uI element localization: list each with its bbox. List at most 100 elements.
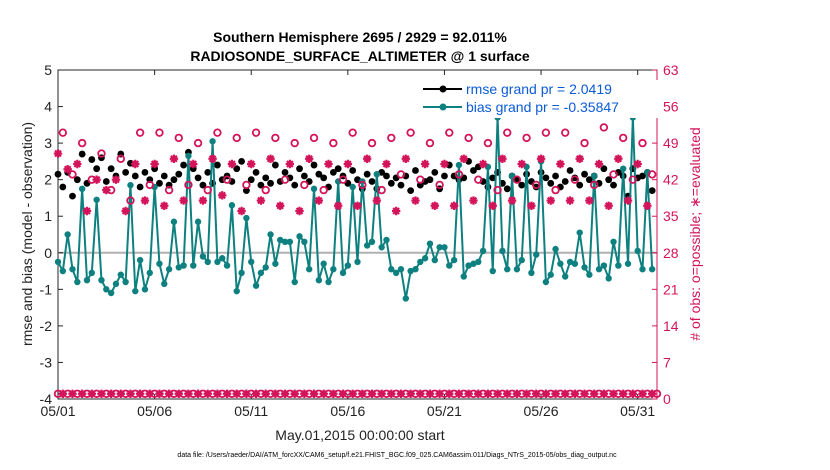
bias-point — [407, 267, 414, 275]
rmse-point — [296, 165, 303, 173]
evaluated_low-point — [387, 389, 396, 398]
bias-point — [83, 276, 91, 284]
evaluated_low-point — [358, 389, 367, 398]
bias-point — [595, 266, 603, 273]
bias-point — [107, 289, 115, 297]
evaluated-point — [420, 159, 430, 169]
evaluated_low-point — [58, 389, 68, 398]
evaluated_low-point — [203, 389, 212, 398]
evaluated_low-point — [551, 389, 560, 398]
evaluated-point — [131, 159, 140, 169]
evaluated-point — [53, 149, 63, 158]
possible-point — [425, 138, 435, 148]
evaluated_low-point — [445, 389, 454, 398]
rmse-point — [180, 161, 187, 169]
possible-point — [618, 133, 628, 143]
evaluated_low-point — [68, 389, 77, 398]
evaluated_low-point — [416, 389, 425, 398]
rmse-point — [639, 172, 646, 180]
legend: rmse grand pr = 2.0419 bias grand pr = -… — [420, 80, 658, 118]
possible-point — [541, 128, 551, 137]
rmse-point — [291, 181, 299, 189]
bias-point — [576, 229, 583, 236]
possible-point — [570, 175, 580, 184]
bias-point — [54, 258, 62, 266]
evaluated_low-point — [628, 389, 638, 398]
possible-point — [532, 180, 541, 190]
bias-point — [170, 218, 178, 225]
rmse-point — [542, 174, 550, 182]
rmse-point — [648, 187, 656, 195]
bias-point — [69, 266, 76, 273]
y-ticks-right: 0 7 14 21 28 35 42 49 56 63 — [652, 62, 679, 407]
evaluated-point — [614, 154, 623, 163]
possible-point — [280, 175, 290, 184]
bias-line — [57, 117, 654, 299]
rmse-point — [441, 172, 448, 180]
evaluated_low-point — [213, 389, 222, 398]
rmse-point — [199, 181, 207, 189]
rmse-point — [175, 170, 183, 178]
bias-point — [161, 280, 168, 288]
evaluated_low-point — [580, 389, 589, 398]
bias-point — [272, 260, 279, 267]
rmse-point — [88, 156, 96, 163]
bias-point — [378, 244, 385, 251]
bias-point — [117, 271, 124, 278]
bias-point — [281, 238, 289, 246]
bias-point — [132, 287, 139, 295]
evaluated-point — [469, 196, 478, 205]
evaluated-point — [372, 196, 382, 205]
bias-point — [470, 260, 477, 267]
rmse-point — [310, 161, 318, 169]
y-right-tick-label: 28 — [663, 245, 679, 261]
x-tick-label: 05/06 — [137, 403, 172, 419]
evaluated_low-point — [271, 389, 280, 398]
evaluated_low-point — [348, 389, 357, 398]
rmse-point — [194, 174, 202, 182]
legend-label-bias: bias grand pr = -0.35847 — [466, 99, 619, 115]
bias-point — [204, 258, 211, 266]
bias-point — [88, 269, 96, 277]
evaluated-point — [643, 201, 652, 210]
bias-point — [243, 214, 250, 222]
bias-point — [112, 280, 120, 288]
evaluated_low-point — [541, 389, 551, 398]
rmse-point — [503, 185, 511, 193]
evaluated_low-point — [106, 389, 116, 398]
possible-point — [387, 133, 396, 143]
possible-point — [155, 128, 164, 137]
possible-point — [203, 185, 212, 195]
bias-point — [122, 278, 129, 286]
evaluated-point — [237, 206, 246, 216]
rmse-point — [368, 178, 376, 185]
possible-point — [135, 128, 145, 137]
evaluated_low-point — [126, 389, 135, 398]
bias-point — [141, 286, 149, 293]
possible-point — [126, 196, 135, 205]
evaluated-point — [478, 159, 488, 169]
bias-point — [610, 238, 617, 246]
rmse-point — [320, 174, 328, 182]
rmse-point — [561, 178, 569, 185]
bias-point — [330, 266, 337, 273]
rmse-point — [136, 183, 144, 191]
possible-point — [416, 175, 425, 184]
bias-point — [479, 247, 487, 255]
evaluated_low-point — [145, 389, 154, 398]
legend-box — [420, 80, 658, 118]
bias-point — [214, 258, 221, 266]
bias-point — [373, 170, 381, 178]
possible-point — [464, 133, 473, 143]
evaluated_low-point — [87, 389, 97, 398]
bias-point — [528, 269, 535, 277]
possible-point — [367, 138, 377, 148]
rmse-point — [547, 179, 555, 187]
bias-point — [74, 278, 81, 286]
possible-point — [377, 185, 386, 195]
bias-point — [571, 260, 579, 267]
bias-point — [320, 260, 327, 267]
bias-point — [98, 276, 105, 284]
possible-point — [271, 133, 280, 143]
